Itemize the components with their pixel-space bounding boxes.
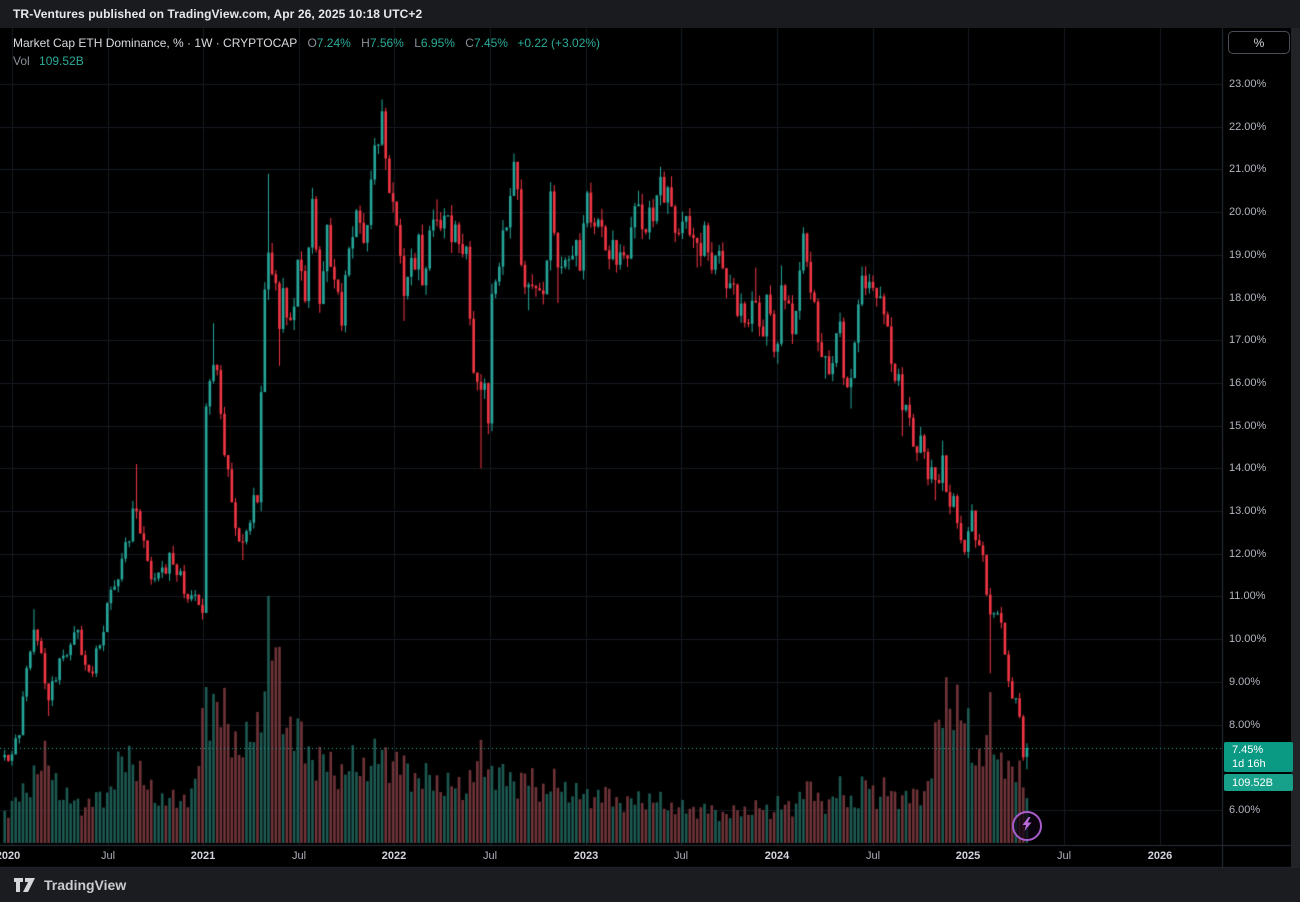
price-tick-label: 15.00%: [1229, 419, 1267, 432]
price-tick-label: 6.00%: [1229, 803, 1261, 816]
price-tick-label: 14.00%: [1229, 462, 1267, 475]
volume-axis-badge: 109.52B: [1224, 774, 1293, 791]
price-tick-label: 21.00%: [1229, 163, 1267, 176]
time-tick-label: 2024: [764, 850, 790, 862]
footer-bar: TradingView: [0, 868, 1300, 902]
legend-row-main: Market Cap ETH Dominance, % · 1W · CRYPT…: [13, 35, 600, 52]
time-tick-label: 2020: [0, 850, 21, 862]
last-price-value: 7.45%: [1232, 744, 1264, 756]
time-tick-label: 2026: [1147, 850, 1173, 862]
price-tick-label: 13.00%: [1229, 505, 1267, 517]
tradingview-logo-link[interactable]: TradingView: [13, 877, 126, 893]
time-tick-label: 2023: [573, 850, 599, 862]
open-value: 7.24%: [316, 36, 351, 50]
price-tick-label: 10.00%: [1229, 633, 1267, 646]
price-tick-label: 12.00%: [1229, 547, 1267, 560]
bar-countdown: 1d 16h: [1232, 758, 1266, 770]
high-label: H: [361, 36, 370, 50]
price-tick-label: 9.00%: [1229, 675, 1261, 688]
price-tick-label: 8.00%: [1229, 718, 1261, 731]
price-tick-label: 17.00%: [1229, 334, 1267, 347]
price-tick-label: 23.00%: [1229, 78, 1267, 90]
legend-row-volume: Vol 109.52B: [13, 53, 600, 70]
symbol-title: Market Cap ETH Dominance, % · 1W · CRYPT…: [13, 36, 298, 50]
price-axis[interactable]: 23.00% 22.00% 21.00% 20.00% 19.00% 18.00% 17.0…: [1222, 28, 1292, 845]
price-tick-label: 16.00%: [1229, 376, 1267, 389]
time-tick-label: Jul: [482, 850, 498, 862]
last-price-badge: 7.45% 1d 16h: [1224, 742, 1293, 772]
price-tick-label: 11.00%: [1229, 590, 1266, 603]
chart-legend: Market Cap ETH Dominance, % · 1W · CRYPT…: [13, 35, 600, 70]
price-tick-label: 18.00%: [1229, 291, 1267, 304]
time-tick-label: 2021: [190, 850, 216, 862]
price-unit-button[interactable]: %: [1228, 31, 1290, 54]
tradingview-logo-icon: [13, 877, 36, 893]
time-tick-label: Jul: [291, 850, 307, 862]
change-value: +0.22 (+3.02%): [517, 36, 601, 50]
close-label: C: [465, 36, 474, 50]
price-tick-label: 22.00%: [1229, 120, 1267, 133]
lightning-bolt-icon: [1019, 816, 1035, 837]
time-tick-label: Jul: [1056, 850, 1072, 862]
page-edge-strip: [1291, 28, 1300, 868]
time-tick-label: Jul: [865, 850, 881, 862]
price-tick-label: 19.00%: [1229, 248, 1267, 261]
volume-value: 109.52B: [39, 54, 84, 68]
low-value: 6.95%: [420, 36, 455, 50]
high-value: 7.56%: [369, 36, 404, 50]
publish-info-bar: TR-Ventures published on TradingView.com…: [0, 0, 1300, 28]
time-tick-label: Jul: [673, 850, 689, 862]
boost-button[interactable]: [1012, 811, 1042, 841]
time-tick-label: 2025: [955, 850, 981, 862]
low-label: L: [414, 36, 421, 50]
close-value: 7.45%: [473, 36, 508, 50]
volume-label: Vol: [13, 54, 30, 68]
tradingview-brand-text: TradingView: [44, 877, 127, 893]
time-axis[interactable]: 2020 Jul 2021 Jul 2022 Jul 2023 Jul 2024 Jul 2025 J…: [0, 845, 1222, 867]
time-tick-label: Jul: [100, 850, 116, 862]
time-tick-label: 2022: [381, 850, 407, 862]
publish-info-text: TR-Ventures published on TradingView.com…: [13, 7, 423, 21]
volume-axis-value: 109.52B: [1232, 776, 1273, 789]
open-label: O: [307, 36, 317, 50]
price-tick-label: 20.00%: [1229, 206, 1267, 219]
